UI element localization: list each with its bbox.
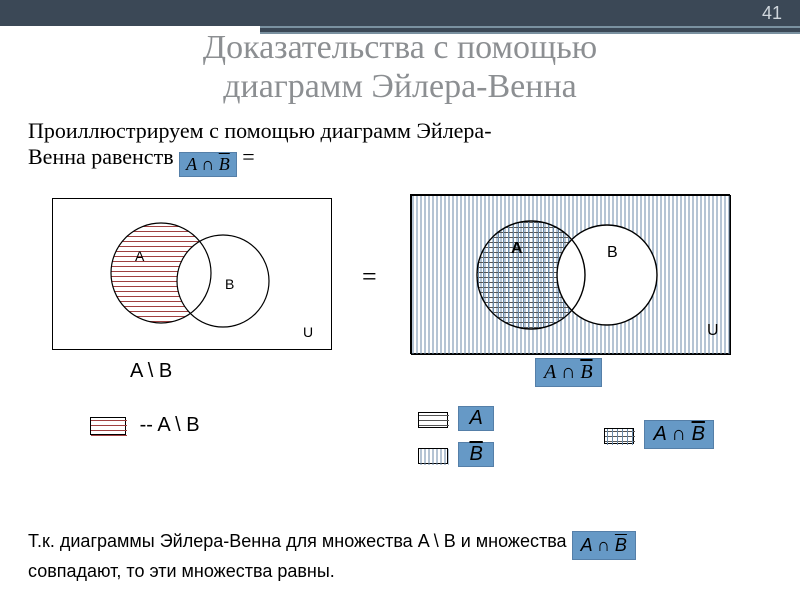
legend-a-box: A [458,406,493,431]
title-line-2: диаграмм Эйлера-Венна [223,68,577,105]
caption-right: A ∩ B [535,358,602,387]
equals-sign: = [362,262,377,292]
top-bar: 41 [0,0,800,26]
caption-left: A \ B [130,360,172,383]
venn-right-svg: A B U [411,195,731,355]
svg-text:A: A [135,248,145,264]
legend-a-int-bbar-box: A ∩ B [644,420,713,449]
subtitle-text-1: Проиллюстрируем с помощью диаграмм Эйлер… [28,118,492,143]
subtitle-text-2: Венна равенств [28,144,174,169]
svg-text:U: U [303,324,313,340]
venn-left-panel: A B U [52,198,332,350]
legend-amb-label: -- A \ B [140,414,200,436]
slide-title: Доказательства с помощью диаграмм Эйлера… [0,28,800,106]
footer-line-2: совпадают, то эти множества равны. [28,561,335,581]
footer-text: Т.к. диаграммы Эйлера-Венна для множеств… [28,530,772,584]
formula-inline: A ∩ B [179,152,237,177]
title-line-1: Доказательства с помощью [203,29,597,66]
legend-a-minus-b: -- A \ B [90,414,200,437]
legend-bbar-box: B [458,442,493,467]
swatch-h-icon [418,412,448,428]
svg-text:B: B [225,276,234,292]
swatch-cross-icon [604,428,634,444]
formula-a-int-bbar: A ∩ B [535,358,602,387]
legend-a-int-bbar: A ∩ B [604,420,714,449]
svg-text:B: B [607,244,618,261]
venn-left-svg: A B U [53,199,333,351]
footer-line-1: Т.к. диаграммы Эйлера-Венна для множеств… [28,531,567,551]
venn-right-panel: A B U [410,194,730,354]
svg-text:U: U [707,322,719,339]
swatch-v-icon [418,448,448,464]
subtitle: Проиллюстрируем с помощью диаграмм Эйлер… [28,118,772,177]
subtitle-eq: = [242,144,254,169]
footer-formula: A ∩ B [572,531,636,560]
legend-a: A [418,406,494,431]
swatch-hstripe-icon [90,417,126,435]
svg-text:A: A [511,240,523,257]
legend-bbar: B [418,442,494,467]
page-number: 41 [762,3,782,24]
